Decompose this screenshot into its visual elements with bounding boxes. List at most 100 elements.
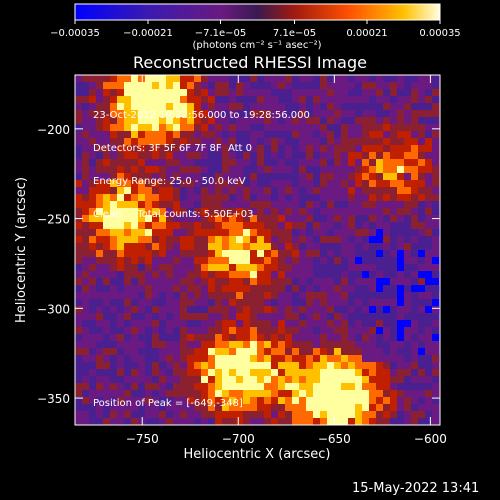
heatmap-cell bbox=[201, 166, 208, 173]
heatmap-cell bbox=[418, 292, 425, 299]
heatmap-cell bbox=[327, 117, 334, 124]
heatmap-cell bbox=[201, 229, 208, 236]
heatmap-cell bbox=[264, 75, 271, 82]
heatmap-cell bbox=[75, 194, 82, 201]
x-tick-label: −700 bbox=[222, 432, 255, 446]
heatmap-cell bbox=[152, 103, 159, 110]
heatmap-cell bbox=[271, 236, 278, 243]
heatmap-cell bbox=[82, 187, 89, 194]
heatmap-cell bbox=[390, 124, 397, 131]
heatmap-cell bbox=[159, 138, 166, 145]
heatmap-cell bbox=[390, 306, 397, 313]
heatmap-cell bbox=[376, 397, 383, 404]
heatmap-cell bbox=[208, 131, 215, 138]
heatmap-cell bbox=[257, 236, 264, 243]
heatmap-cell bbox=[348, 152, 355, 159]
heatmap-cell bbox=[180, 187, 187, 194]
heatmap-cell bbox=[166, 278, 173, 285]
heatmap-cell bbox=[425, 208, 432, 215]
heatmap-cell bbox=[89, 194, 96, 201]
heatmap-cell bbox=[355, 397, 362, 404]
heatmap-cell bbox=[404, 341, 411, 348]
heatmap-cell bbox=[110, 131, 117, 138]
heatmap-cell bbox=[285, 327, 292, 334]
heatmap-cell bbox=[222, 390, 229, 397]
heatmap-cell bbox=[334, 145, 341, 152]
heatmap-cell bbox=[306, 75, 313, 82]
heatmap-cell bbox=[138, 145, 145, 152]
heatmap-cell bbox=[264, 173, 271, 180]
heatmap-cell bbox=[145, 299, 152, 306]
heatmap-cell bbox=[341, 180, 348, 187]
heatmap-cell bbox=[285, 82, 292, 89]
heatmap-cell bbox=[96, 145, 103, 152]
heatmap-cell bbox=[369, 236, 376, 243]
heatmap-cell bbox=[327, 187, 334, 194]
colorbar-tick-label: −7.1e−05 bbox=[195, 28, 247, 39]
heatmap-cell bbox=[313, 334, 320, 341]
heatmap-cell bbox=[271, 243, 278, 250]
heatmap-cell bbox=[278, 138, 285, 145]
heatmap-cell bbox=[418, 320, 425, 327]
heatmap-cell bbox=[243, 327, 250, 334]
heatmap-cell bbox=[264, 138, 271, 145]
heatmap-cell bbox=[425, 341, 432, 348]
heatmap-cell bbox=[222, 166, 229, 173]
heatmap-cell bbox=[411, 404, 418, 411]
heatmap-cell bbox=[376, 355, 383, 362]
heatmap-cell bbox=[306, 236, 313, 243]
heatmap-cell bbox=[264, 117, 271, 124]
heatmap-cell bbox=[306, 404, 313, 411]
heatmap-cell bbox=[369, 131, 376, 138]
heatmap-cell bbox=[418, 208, 425, 215]
heatmap-cell bbox=[383, 306, 390, 313]
heatmap-cell bbox=[166, 397, 173, 404]
heatmap-cell bbox=[124, 264, 131, 271]
heatmap-cell bbox=[271, 145, 278, 152]
heatmap-cell bbox=[194, 299, 201, 306]
heatmap-cell bbox=[348, 404, 355, 411]
heatmap-cell bbox=[138, 117, 145, 124]
heatmap-cell bbox=[229, 313, 236, 320]
heatmap-cell bbox=[117, 278, 124, 285]
heatmap-cell bbox=[320, 166, 327, 173]
heatmap-cell bbox=[187, 376, 194, 383]
heatmap-cell bbox=[89, 418, 96, 425]
heatmap-cell bbox=[313, 348, 320, 355]
heatmap-cell bbox=[285, 355, 292, 362]
heatmap-cell bbox=[418, 201, 425, 208]
heatmap-cell bbox=[131, 264, 138, 271]
heatmap-cell bbox=[327, 236, 334, 243]
heatmap-cell bbox=[369, 355, 376, 362]
heatmap-cell bbox=[138, 103, 145, 110]
heatmap-cell bbox=[271, 306, 278, 313]
heatmap-cell bbox=[243, 187, 250, 194]
heatmap-cell bbox=[383, 194, 390, 201]
heatmap-cell bbox=[264, 243, 271, 250]
heatmap-cell bbox=[425, 411, 432, 418]
heatmap-cell bbox=[334, 166, 341, 173]
heatmap-cell bbox=[222, 180, 229, 187]
heatmap-cell bbox=[341, 152, 348, 159]
heatmap-cell bbox=[236, 110, 243, 117]
heatmap-cell bbox=[138, 96, 145, 103]
heatmap-cell bbox=[103, 299, 110, 306]
heatmap-cell bbox=[404, 75, 411, 82]
heatmap-cell bbox=[222, 159, 229, 166]
heatmap-cell bbox=[285, 110, 292, 117]
heatmap-cell bbox=[180, 362, 187, 369]
heatmap-cell bbox=[271, 131, 278, 138]
heatmap-cell bbox=[180, 194, 187, 201]
heatmap-cell bbox=[201, 376, 208, 383]
heatmap-cell bbox=[250, 348, 257, 355]
heatmap-cell bbox=[257, 250, 264, 257]
heatmap-cell bbox=[236, 138, 243, 145]
heatmap-cell bbox=[159, 124, 166, 131]
heatmap-cell bbox=[138, 411, 145, 418]
heatmap-cell bbox=[222, 215, 229, 222]
heatmap-cell bbox=[376, 180, 383, 187]
heatmap-cell bbox=[264, 201, 271, 208]
heatmap-cell bbox=[145, 369, 152, 376]
heatmap-cell bbox=[243, 110, 250, 117]
heatmap-cell bbox=[320, 383, 327, 390]
